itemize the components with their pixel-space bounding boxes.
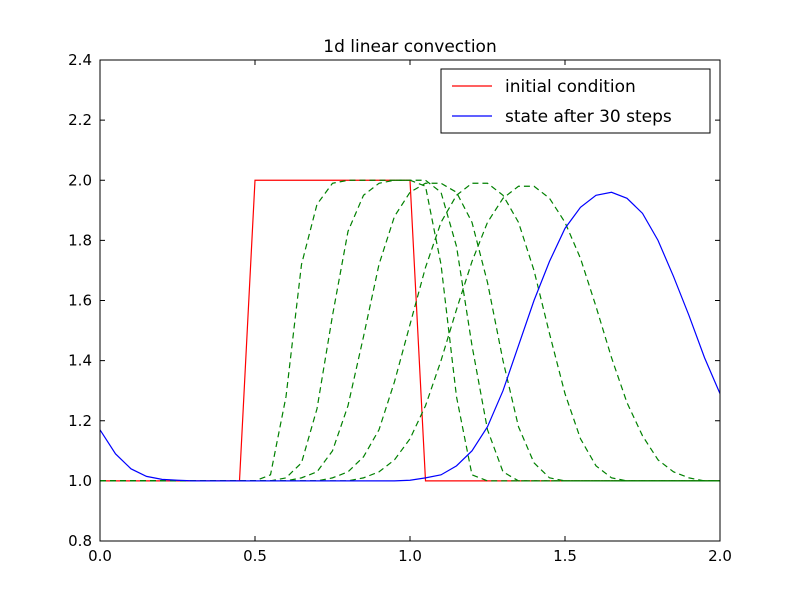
y-tick-label: 1.4 [68, 352, 92, 370]
y-tick-label: 2.2 [68, 111, 92, 129]
legend-label-final: state after 30 steps [505, 107, 672, 127]
axis-ticks: 0.0 0.5 1.0 1.5 2.0 0.8 1.0 1.2 1.4 1.6 1.8 2.0 2.2 2… [68, 51, 732, 565]
legend-label-initial: initial condition [505, 77, 636, 97]
legend-box [440, 68, 711, 134]
x-tick-label: 1.0 [398, 547, 422, 565]
y-tick-label: 1.8 [68, 231, 92, 249]
final-state-line [100, 191, 720, 482]
y-tick-label: 1.6 [68, 292, 92, 310]
y-tick-label: 0.8 [68, 532, 92, 550]
x-tick-label: 0.5 [243, 547, 267, 565]
legend: initial condition state after 30 steps [440, 68, 711, 134]
y-tick-label: 2.0 [68, 171, 92, 189]
y-tick-label: 2.4 [68, 51, 92, 69]
x-tick-label: 2.0 [708, 547, 732, 565]
x-tick-label: 0.0 [88, 547, 112, 565]
y-tick-label: 1.0 [68, 472, 92, 490]
y-tick-label: 1.2 [68, 412, 92, 430]
series-layer [100, 179, 720, 482]
plot-frame [99, 59, 721, 542]
x-tick-label: 1.5 [553, 547, 577, 565]
chart-title: 1d linear convection [323, 37, 496, 57]
